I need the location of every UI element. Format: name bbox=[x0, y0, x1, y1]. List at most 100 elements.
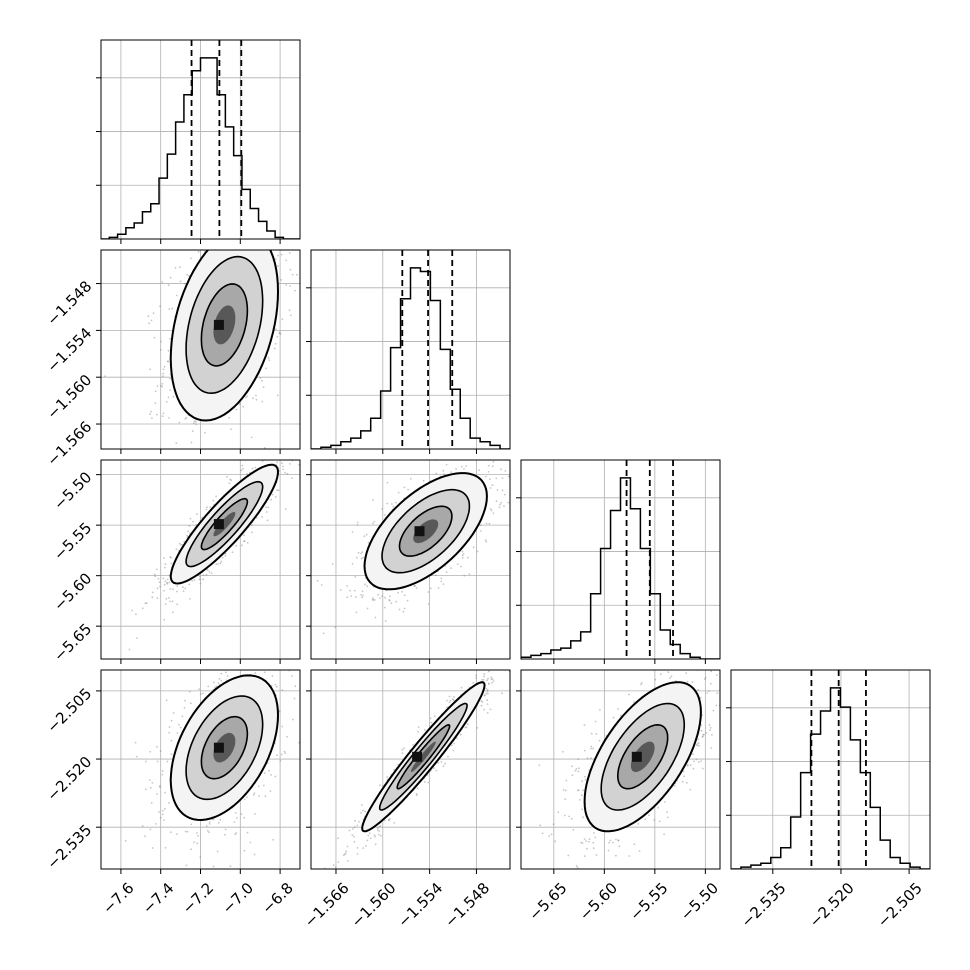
scatter-point bbox=[277, 265, 279, 268]
scatter-point bbox=[124, 840, 127, 842]
scatter-point bbox=[205, 573, 208, 576]
scatter-point bbox=[422, 479, 425, 482]
scatter-point bbox=[440, 580, 443, 583]
scatter-point bbox=[177, 462, 179, 464]
scatter-point bbox=[360, 552, 362, 555]
scatter-point bbox=[281, 446, 283, 448]
scatter-point bbox=[358, 820, 360, 823]
scatter-point bbox=[381, 508, 384, 510]
scatter-point bbox=[199, 582, 202, 585]
scatter-point bbox=[584, 778, 587, 781]
scatter-point bbox=[442, 765, 445, 768]
scatter-point bbox=[455, 467, 457, 470]
scatter-point bbox=[181, 715, 184, 718]
scatter-point bbox=[249, 841, 252, 844]
scatter-point bbox=[491, 465, 494, 468]
scatter-point bbox=[244, 798, 246, 801]
scatter-point bbox=[590, 745, 593, 748]
scatter-point bbox=[144, 835, 147, 838]
scatter-point bbox=[691, 681, 694, 684]
scatter-point bbox=[584, 775, 586, 778]
scatter-point bbox=[351, 562, 354, 565]
scatter-point bbox=[461, 557, 464, 559]
scatter-point bbox=[386, 776, 389, 778]
histogram-panel-1 bbox=[306, 249, 511, 454]
scatter-point bbox=[364, 845, 367, 847]
scatter-point bbox=[360, 557, 363, 560]
scatter-point bbox=[489, 487, 492, 489]
scatter-point bbox=[495, 477, 498, 480]
scatter-point bbox=[164, 791, 167, 794]
scatter-point bbox=[156, 793, 159, 795]
scatter-point bbox=[372, 499, 374, 501]
scatter-point bbox=[163, 819, 165, 821]
scatter-point bbox=[189, 517, 192, 520]
scatter-point bbox=[501, 477, 504, 479]
scatter-point bbox=[149, 413, 152, 415]
scatter-point bbox=[346, 860, 349, 862]
scatter-point bbox=[495, 654, 497, 656]
scatter-point bbox=[149, 779, 151, 781]
scatter-point bbox=[161, 770, 164, 772]
scatter-point bbox=[176, 732, 179, 734]
scatter-point bbox=[193, 225, 195, 227]
scatter-point bbox=[209, 506, 212, 508]
scatter-point bbox=[224, 552, 227, 555]
density-contour bbox=[213, 305, 236, 345]
scatter-point bbox=[263, 784, 265, 787]
scatter-point bbox=[386, 481, 389, 484]
scatter-point bbox=[417, 730, 419, 733]
scatter-point bbox=[379, 784, 381, 787]
scatter-point bbox=[355, 611, 358, 614]
scatter-point bbox=[228, 652, 230, 654]
scatter-point bbox=[447, 755, 449, 758]
scatter-point bbox=[161, 281, 164, 283]
scatter-point bbox=[185, 864, 188, 867]
scatter-point bbox=[362, 594, 365, 597]
scatter-point bbox=[356, 853, 359, 855]
scatter-point bbox=[483, 708, 485, 711]
scatter-point bbox=[480, 704, 483, 707]
scatter-point bbox=[239, 403, 241, 406]
scatter-point bbox=[168, 731, 171, 734]
scatter-point bbox=[252, 794, 255, 796]
scatter-point bbox=[288, 252, 291, 254]
scatter-point bbox=[485, 692, 488, 695]
scatter-point bbox=[253, 247, 255, 249]
scatter-point bbox=[195, 524, 198, 526]
scatter-point bbox=[266, 457, 268, 459]
scatter-point bbox=[262, 665, 264, 667]
scatter-point bbox=[348, 829, 351, 832]
scatter-point bbox=[165, 597, 168, 600]
scatter-point bbox=[281, 689, 284, 692]
scatter-point bbox=[444, 762, 446, 765]
scatter-point bbox=[487, 464, 490, 467]
scatter-point bbox=[131, 609, 133, 612]
scatter-point bbox=[628, 693, 630, 696]
scatter-point bbox=[161, 385, 164, 388]
scatter-point bbox=[276, 489, 278, 492]
scatter-point bbox=[459, 733, 462, 736]
scatter-point bbox=[263, 671, 266, 674]
scatter-point bbox=[255, 398, 258, 401]
scatter-point bbox=[208, 230, 210, 232]
scatter-point bbox=[185, 416, 188, 419]
scatter-point bbox=[184, 282, 186, 285]
scatter-point bbox=[357, 551, 360, 554]
scatter-panel-1-2 bbox=[306, 459, 511, 664]
scatter-point bbox=[242, 467, 244, 470]
scatter-point bbox=[219, 562, 222, 565]
scatter-point bbox=[472, 681, 475, 684]
scatter-point bbox=[486, 699, 488, 702]
scatter-point bbox=[212, 818, 215, 821]
scatter-point bbox=[186, 273, 189, 276]
scatter-point bbox=[189, 702, 192, 705]
scatter-point bbox=[267, 189, 269, 191]
scatter-point bbox=[166, 582, 169, 585]
scatter-point bbox=[485, 475, 487, 478]
scatter-point bbox=[312, 276, 314, 278]
scatter-point bbox=[398, 608, 401, 611]
scatter-point bbox=[201, 516, 203, 519]
scatter-point bbox=[197, 834, 200, 837]
scatter-point bbox=[685, 632, 687, 634]
